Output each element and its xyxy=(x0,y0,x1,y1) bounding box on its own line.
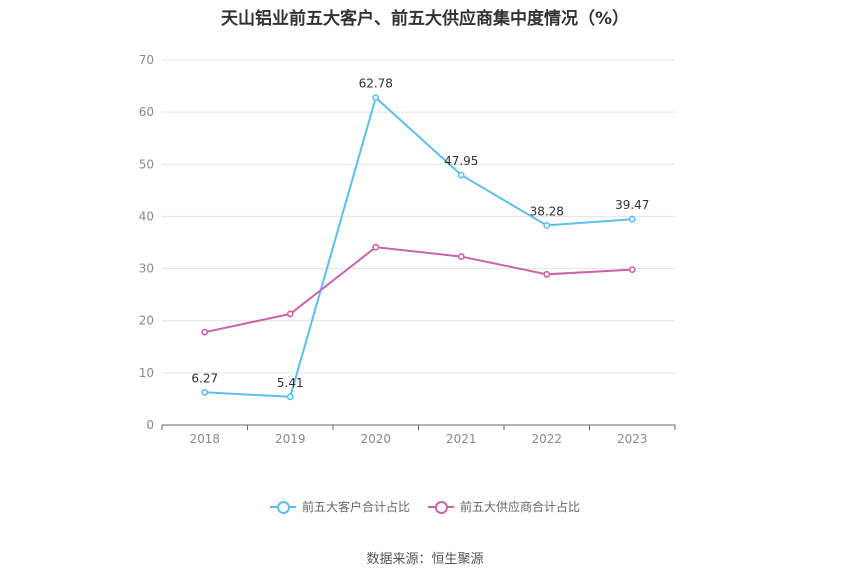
data-point[interactable] xyxy=(543,270,551,278)
data-point[interactable] xyxy=(543,221,551,229)
data-point[interactable] xyxy=(372,243,380,251)
line-chart: 0 10 20 30 40 50 60 70 2018 2019 2020 2021 2022 2023… xyxy=(139,53,676,446)
data-label: 47.95 xyxy=(444,154,478,168)
data-label: 38.28 xyxy=(530,204,564,218)
legend-item-customers[interactable]: 前五大客户合计占比 xyxy=(269,498,410,515)
y-tick-label: 20 xyxy=(139,314,154,328)
data-point[interactable] xyxy=(201,388,209,396)
data-label: 5.41 xyxy=(277,376,304,390)
legend-marker-suppliers xyxy=(428,500,454,514)
x-tick-label: 2020 xyxy=(360,432,391,446)
x-tick-label: 2022 xyxy=(531,432,562,446)
data-point[interactable] xyxy=(372,94,380,102)
x-tick-label: 2021 xyxy=(446,432,477,446)
y-tick-label: 70 xyxy=(139,53,154,67)
series-layer xyxy=(201,94,636,401)
y-tick-label: 60 xyxy=(139,105,154,119)
data-point[interactable] xyxy=(457,253,465,260)
legend-label-customers: 前五大客户合计占比 xyxy=(301,500,410,514)
y-tick-label: 50 xyxy=(139,157,154,171)
data-labels: 6.27 5.41 62.78 47.95 38.28 39.47 xyxy=(191,77,649,390)
legend: 前五大客户合计占比 前五大供应商合计占比 xyxy=(0,498,850,515)
y-tick-label: 0 xyxy=(146,418,154,432)
x-tick-label: 2019 xyxy=(275,432,306,446)
data-point[interactable] xyxy=(628,266,636,274)
data-label: 62.78 xyxy=(359,77,393,91)
data-point[interactable] xyxy=(628,215,636,223)
legend-marker-customers xyxy=(269,500,296,514)
grid-lines xyxy=(162,59,675,374)
data-point[interactable] xyxy=(457,171,465,179)
y-tick-label: 10 xyxy=(139,366,154,380)
x-axis: 2018 2019 2020 2021 2022 2023 xyxy=(161,424,676,446)
legend-item-suppliers[interactable]: 前五大供应商合计占比 xyxy=(428,498,580,515)
series-line-0 xyxy=(204,95,633,398)
x-tick-label: 2023 xyxy=(617,432,648,446)
data-label: 6.27 xyxy=(191,371,218,385)
y-tick-label: 30 xyxy=(139,262,154,276)
data-point[interactable] xyxy=(201,328,209,336)
data-source: 数据来源：恒生聚源 xyxy=(366,552,484,567)
y-tick-label: 40 xyxy=(139,209,154,223)
series-line-1 xyxy=(204,246,633,334)
data-point[interactable] xyxy=(286,310,294,318)
chart-title: 天山铝业前五大客户、前五大供应商集中度情况（%） xyxy=(220,9,630,29)
data-point[interactable] xyxy=(286,393,294,401)
x-tick-label: 2018 xyxy=(189,432,220,446)
y-axis-ticks: 0 10 20 30 40 50 60 70 xyxy=(139,53,154,432)
data-label: 39.47 xyxy=(615,198,649,212)
legend-label-suppliers: 前五大供应商合计占比 xyxy=(460,500,581,514)
